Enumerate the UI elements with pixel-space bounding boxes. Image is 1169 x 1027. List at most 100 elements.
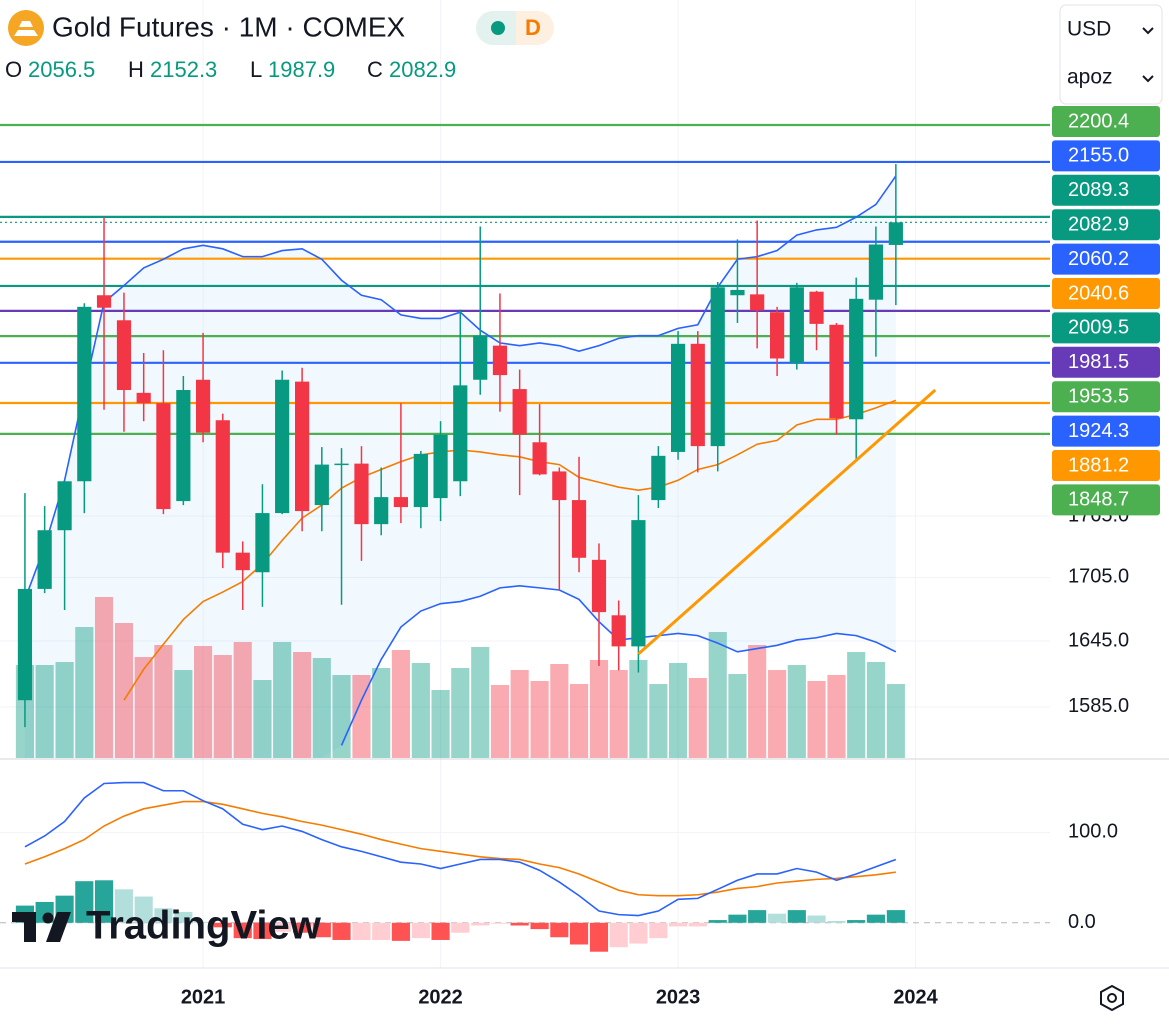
histogram-bar	[550, 922, 569, 938]
x-tick-label: 2024	[893, 986, 938, 1008]
volume-bar	[451, 668, 470, 758]
price-badge	[1052, 312, 1160, 344]
price-badge	[1052, 346, 1160, 378]
candle-body	[433, 434, 448, 499]
price-badge-label: 2060.2	[1068, 248, 1129, 270]
volume-bar	[768, 670, 787, 758]
histogram-bar	[629, 922, 648, 944]
volume-bar	[827, 675, 846, 758]
volume-bar	[193, 646, 213, 758]
histogram-bar	[193, 921, 213, 923]
candle-body	[374, 497, 389, 525]
ohlc-value: 2082.9	[389, 57, 456, 82]
candle-body	[156, 403, 171, 510]
volume-bar	[431, 690, 450, 758]
volume-bar	[688, 678, 707, 758]
candle-body	[37, 530, 52, 589]
candle-body	[849, 298, 864, 420]
volume-bar	[134, 657, 153, 758]
axes: 20212022202320241585.01645.01705.01765.0…	[181, 106, 1160, 1008]
candle-body	[492, 345, 508, 376]
candle-body	[195, 379, 211, 433]
y-tick-label: 1705.0	[1068, 566, 1129, 588]
template-label[interactable]: apoz	[1067, 66, 1113, 89]
histogram-bar	[293, 922, 312, 933]
candle-body	[275, 379, 290, 514]
macd-pane	[15, 781, 905, 952]
y-tick-label: 0.0	[1068, 911, 1096, 933]
histogram-bar	[589, 922, 609, 952]
x-tick-label: 2023	[656, 986, 701, 1008]
volume-bar	[55, 662, 74, 758]
macd-line	[24, 781, 897, 917]
chevron[interactable]	[1142, 75, 1154, 83]
candle-body	[868, 244, 884, 300]
settings-icon[interactable]	[1107, 993, 1117, 1003]
volume-bar	[114, 623, 134, 758]
candle-body	[413, 453, 428, 508]
histogram-bar	[768, 913, 787, 923]
candle-body	[314, 464, 329, 506]
histogram-bar	[154, 908, 173, 923]
volume-bar	[293, 652, 312, 758]
histogram-bar	[886, 910, 905, 923]
chevron[interactable]	[1142, 27, 1154, 35]
histogram-bar	[787, 910, 806, 923]
ohlc-label: H	[128, 57, 144, 82]
template-dropdown[interactable]: apoz	[1067, 66, 1154, 89]
ohlc-value: 2056.5	[28, 57, 95, 82]
watermark: TradingView	[12, 904, 322, 948]
currency-dropdown[interactable]: USD	[1067, 18, 1154, 41]
volume-bar	[253, 680, 272, 758]
histogram-bar	[728, 914, 747, 923]
histogram-bar	[451, 922, 470, 933]
volume-bar	[669, 663, 688, 758]
delay-badge[interactable]: D	[525, 15, 541, 40]
candle-body	[77, 306, 92, 482]
settings-icon[interactable]	[1100, 984, 1124, 1012]
volume-bar	[847, 652, 866, 758]
currency-label[interactable]: USD	[1067, 18, 1111, 41]
settings-button[interactable]	[1100, 984, 1124, 1012]
volume-bar	[510, 670, 529, 758]
price-badge-label: 1848.7	[1068, 489, 1129, 511]
candle-body	[631, 520, 646, 647]
market-status-dot[interactable]	[491, 21, 505, 35]
logo-part	[42, 912, 54, 924]
candle-body	[571, 500, 587, 558]
histogram-bar	[569, 922, 589, 945]
histogram-bar	[748, 910, 767, 923]
volume-bar	[728, 674, 747, 758]
histogram-bar	[431, 922, 450, 940]
histogram-bar	[134, 896, 153, 923]
histogram-bar	[866, 914, 885, 923]
candle-body	[532, 442, 547, 475]
volume-bar	[609, 670, 628, 758]
histogram-bar	[847, 920, 866, 923]
price-badge-label: 2082.9	[1068, 213, 1129, 235]
price-badge	[1052, 243, 1160, 275]
histogram-bar	[352, 922, 371, 940]
histogram-bar	[510, 922, 529, 926]
symbol-icon	[8, 10, 44, 46]
candle-body	[176, 390, 191, 502]
volume-bar	[372, 668, 391, 758]
ohlc-label: O	[5, 57, 22, 82]
histogram-bar	[827, 920, 846, 923]
histogram-bar	[530, 922, 549, 930]
volume-bar	[708, 632, 727, 758]
price-badge	[1052, 209, 1160, 241]
price-badge	[1052, 484, 1160, 516]
candle-body	[809, 291, 824, 324]
volume-bar	[569, 684, 589, 758]
candle-body	[829, 324, 844, 419]
price-badge-label: 1924.3	[1068, 420, 1129, 442]
price-badge-label: 1953.5	[1068, 385, 1129, 407]
histogram-bar	[649, 922, 668, 939]
indicator-line	[123, 399, 897, 701]
status-pill	[516, 11, 534, 45]
histogram-bar	[391, 922, 410, 941]
histogram-bar	[114, 889, 134, 923]
